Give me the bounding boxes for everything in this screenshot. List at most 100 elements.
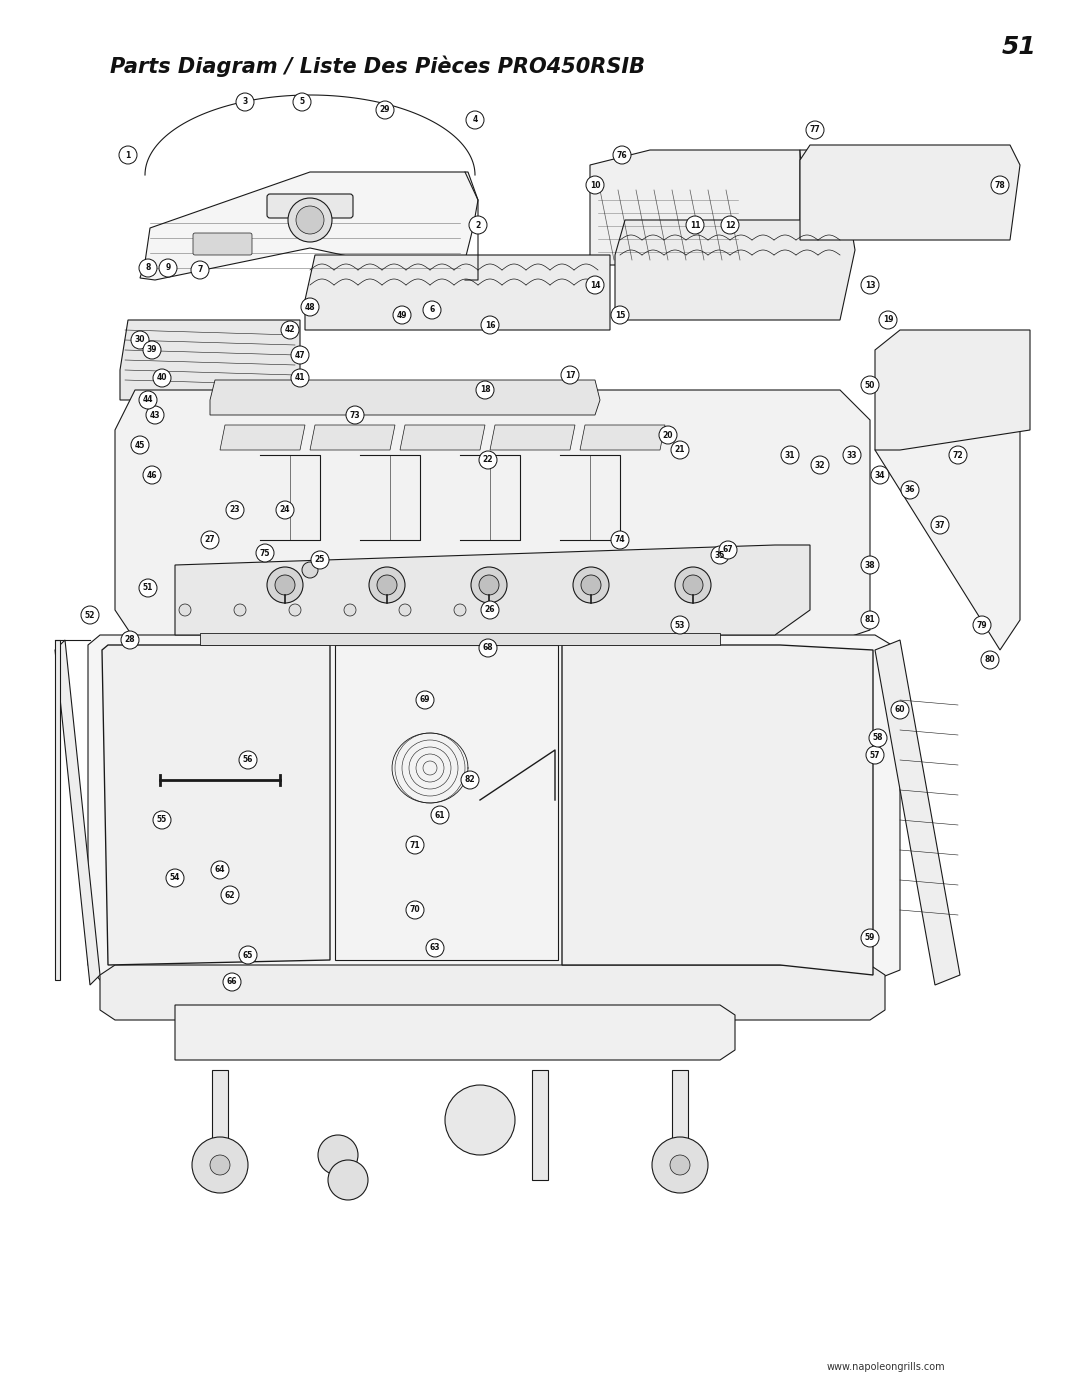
- Circle shape: [613, 147, 631, 163]
- Circle shape: [861, 277, 879, 293]
- Text: 41: 41: [295, 373, 306, 383]
- Polygon shape: [875, 640, 960, 985]
- Text: 19: 19: [882, 316, 893, 324]
- Text: 77: 77: [810, 126, 821, 134]
- Circle shape: [461, 771, 480, 789]
- Text: 14: 14: [590, 281, 600, 289]
- Text: 81: 81: [865, 616, 875, 624]
- FancyBboxPatch shape: [200, 633, 720, 645]
- Circle shape: [406, 835, 424, 854]
- Text: 16: 16: [485, 320, 496, 330]
- Circle shape: [652, 1137, 708, 1193]
- Text: 35: 35: [715, 550, 725, 560]
- Polygon shape: [400, 425, 485, 450]
- Circle shape: [267, 567, 303, 604]
- Circle shape: [870, 467, 889, 483]
- Circle shape: [991, 176, 1009, 194]
- Circle shape: [139, 258, 157, 277]
- Circle shape: [301, 298, 319, 316]
- FancyBboxPatch shape: [267, 194, 353, 218]
- Text: 65: 65: [243, 950, 253, 960]
- Polygon shape: [310, 425, 395, 450]
- Text: 33: 33: [847, 450, 858, 460]
- Text: 80: 80: [985, 655, 996, 665]
- Polygon shape: [210, 380, 600, 415]
- Circle shape: [480, 451, 497, 469]
- Circle shape: [480, 576, 499, 595]
- Text: 59: 59: [865, 933, 875, 943]
- Circle shape: [431, 806, 449, 824]
- Circle shape: [573, 567, 609, 604]
- Circle shape: [861, 929, 879, 947]
- Circle shape: [143, 467, 161, 483]
- Circle shape: [281, 321, 299, 339]
- Circle shape: [866, 746, 885, 764]
- Circle shape: [291, 369, 309, 387]
- Text: 29: 29: [380, 106, 390, 115]
- FancyBboxPatch shape: [193, 233, 252, 256]
- Circle shape: [153, 369, 171, 387]
- Circle shape: [471, 567, 507, 604]
- Text: 12: 12: [725, 221, 735, 229]
- Circle shape: [670, 1155, 690, 1175]
- Text: 56: 56: [243, 756, 253, 764]
- Circle shape: [369, 567, 405, 604]
- Circle shape: [139, 391, 157, 409]
- Circle shape: [879, 312, 897, 330]
- Polygon shape: [120, 320, 300, 400]
- Polygon shape: [875, 330, 1030, 450]
- Circle shape: [211, 861, 229, 879]
- Circle shape: [671, 616, 689, 634]
- Text: 20: 20: [663, 430, 673, 440]
- Text: 67: 67: [723, 545, 733, 555]
- Text: 23: 23: [230, 506, 240, 514]
- Polygon shape: [102, 645, 330, 965]
- Text: 52: 52: [85, 610, 95, 619]
- Circle shape: [426, 939, 444, 957]
- Text: 66: 66: [227, 978, 238, 986]
- Polygon shape: [875, 430, 1020, 650]
- Text: 46: 46: [147, 471, 158, 479]
- Circle shape: [119, 147, 137, 163]
- Circle shape: [481, 601, 499, 619]
- Text: 15: 15: [615, 310, 625, 320]
- Text: 82: 82: [464, 775, 475, 785]
- Circle shape: [288, 198, 332, 242]
- Text: 71: 71: [409, 841, 420, 849]
- Circle shape: [399, 604, 411, 616]
- Circle shape: [302, 562, 318, 578]
- Circle shape: [861, 556, 879, 574]
- Text: 40: 40: [157, 373, 167, 383]
- Circle shape: [239, 946, 257, 964]
- Text: 70: 70: [409, 905, 420, 915]
- Circle shape: [346, 407, 364, 425]
- Circle shape: [721, 217, 739, 235]
- Circle shape: [586, 176, 604, 194]
- Circle shape: [179, 604, 191, 616]
- Text: 42: 42: [285, 326, 295, 334]
- Text: 68: 68: [483, 644, 494, 652]
- Text: 38: 38: [865, 560, 875, 570]
- Circle shape: [221, 886, 239, 904]
- Text: 57: 57: [869, 750, 880, 760]
- Circle shape: [445, 1085, 515, 1155]
- Circle shape: [256, 543, 274, 562]
- Circle shape: [711, 546, 729, 564]
- Circle shape: [192, 1137, 248, 1193]
- Circle shape: [377, 576, 397, 595]
- Circle shape: [581, 576, 600, 595]
- Circle shape: [806, 122, 824, 138]
- Circle shape: [166, 869, 184, 887]
- Circle shape: [949, 446, 967, 464]
- Circle shape: [811, 455, 829, 474]
- Text: 43: 43: [150, 411, 160, 419]
- Circle shape: [376, 101, 394, 119]
- Circle shape: [901, 481, 919, 499]
- Polygon shape: [175, 1004, 735, 1060]
- Text: 26: 26: [485, 605, 496, 615]
- Text: 74: 74: [615, 535, 625, 545]
- Text: 25: 25: [314, 556, 325, 564]
- Circle shape: [276, 502, 294, 520]
- Text: 27: 27: [205, 535, 215, 545]
- Text: 72: 72: [953, 450, 963, 460]
